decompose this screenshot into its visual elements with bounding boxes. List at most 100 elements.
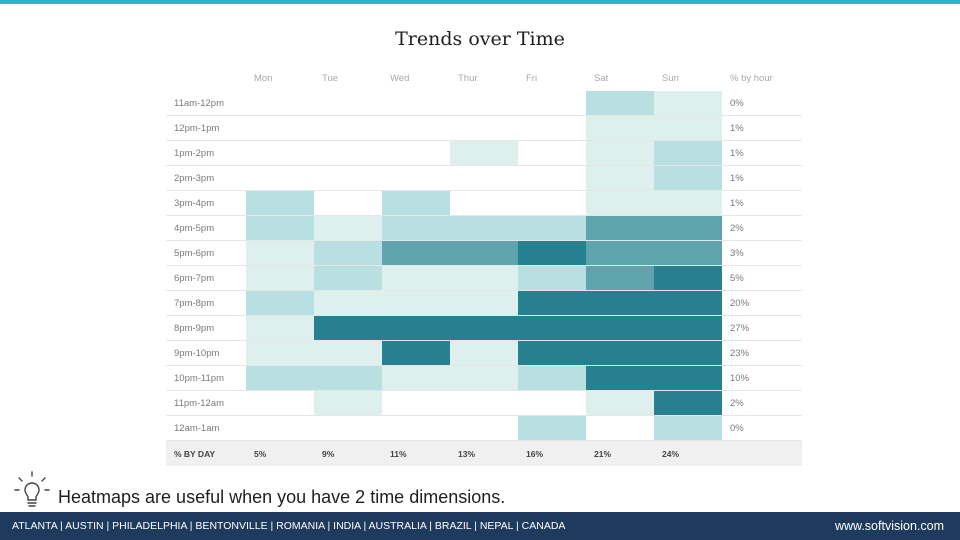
row-label: 2pm-3pm	[174, 172, 215, 184]
heatmap-cell-wed	[382, 216, 450, 240]
top-accent-stripe	[0, 0, 960, 4]
heatmap-cell-wed	[382, 366, 450, 390]
footer-blank-cell	[722, 441, 802, 466]
heatmap-cell-thur	[450, 166, 518, 190]
row-total: 0%	[730, 422, 744, 434]
heatmap-cell-sat	[586, 291, 654, 315]
heatmap-cell-tue	[314, 391, 382, 415]
day-total-fri: 16%	[526, 448, 544, 459]
heatmap-cell-thur	[450, 266, 518, 290]
heatmap-cell-sat	[586, 266, 654, 290]
heatmap-cell-tue	[314, 366, 382, 390]
row-total: 2%	[730, 222, 744, 234]
heatmap-cell-mon	[246, 341, 314, 365]
heatmap-row: 9pm-10pm 23%	[166, 341, 802, 366]
heatmap-cell-wed	[382, 316, 450, 340]
row-total: 3%	[730, 247, 744, 259]
row-label: 8pm-9pm	[174, 322, 215, 334]
heatmap-cell-tue	[314, 166, 382, 190]
footer-label: % BY DAY	[174, 448, 216, 459]
row-label: 9pm-10pm	[174, 347, 220, 359]
heatmap-cell-wed	[382, 341, 450, 365]
heatmap-cell-sat	[586, 366, 654, 390]
heatmap-cell-sat	[586, 166, 654, 190]
row-total: 2%	[730, 397, 744, 409]
heatmap-cell-fri	[518, 416, 586, 440]
heatmap-cell-sat	[586, 416, 654, 440]
heatmap-row: 1pm-2pm 1%	[166, 141, 802, 166]
row-label: 7pm-8pm	[174, 297, 215, 309]
heatmap-cell-mon	[246, 316, 314, 340]
day-total-thur: 13%	[458, 448, 476, 459]
heatmap-row: 3pm-4pm 1%	[166, 191, 802, 216]
heatmap-row: 8pm-9pm 27%	[166, 316, 802, 341]
heatmap-cell-fri	[518, 116, 586, 140]
column-header-fri: Fri	[526, 73, 538, 84]
heatmap-cell-thur	[450, 241, 518, 265]
heatmap-cell-sun	[654, 366, 722, 390]
day-total-tue: 9%	[322, 448, 335, 459]
heatmap-header-row: Mon Tue Wed Thur Fri Sat Sun % by hour	[166, 66, 802, 91]
heatmap-cell-mon	[246, 91, 314, 115]
heatmap-cell-sun	[654, 416, 722, 440]
heatmap-cell-wed	[382, 416, 450, 440]
heatmap-cell-mon	[246, 416, 314, 440]
heatmap-cell-sun	[654, 341, 722, 365]
slide-title: Trends over Time	[395, 28, 565, 50]
heatmap-cell-mon	[246, 266, 314, 290]
heatmap-cell-sat	[586, 391, 654, 415]
heatmap-cell-wed	[382, 116, 450, 140]
heatmap-cell-tue	[314, 91, 382, 115]
heatmap-cell-thur	[450, 391, 518, 415]
heatmap-cell-sun	[654, 266, 722, 290]
row-total: 27%	[730, 322, 750, 334]
row-label: 1pm-2pm	[174, 147, 215, 159]
heatmap-cell-tue	[314, 291, 382, 315]
heatmap-cell-sun	[654, 216, 722, 240]
heatmap-cell-sun	[654, 291, 722, 315]
heatmap-cell-sat	[586, 116, 654, 140]
heatmap-cell-fri	[518, 166, 586, 190]
heatmap-cell-sun	[654, 241, 722, 265]
heatmap-cell-sun	[654, 166, 722, 190]
heatmap-chart: Mon Tue Wed Thur Fri Sat Sun % by hour 11am-12p…	[166, 66, 802, 466]
heatmap-cell-sat	[586, 316, 654, 340]
heatmap-cell-tue	[314, 191, 382, 215]
footer-website[interactable]: www.softvision.com	[834, 519, 944, 533]
row-label: 3pm-4pm	[174, 197, 215, 209]
heatmap-cell-wed	[382, 166, 450, 190]
heatmap-cell-sun	[654, 191, 722, 215]
row-total: 0%	[730, 97, 744, 109]
heatmap-cell-tue	[314, 116, 382, 140]
heatmap-cell-fri	[518, 216, 586, 240]
tip-callout: Heatmaps are useful when you have 2 time…	[12, 470, 632, 510]
heatmap-cell-mon	[246, 141, 314, 165]
heatmap-cell-sun	[654, 91, 722, 115]
heatmap-cell-sun	[654, 141, 722, 165]
column-header-sun: Sun	[662, 73, 679, 84]
heatmap-cell-tue	[314, 341, 382, 365]
heatmap-cell-thur	[450, 416, 518, 440]
heatmap-cell-wed	[382, 141, 450, 165]
heatmap-cell-fri	[518, 391, 586, 415]
heatmap-cell-sun	[654, 316, 722, 340]
heatmap-row: 7pm-8pm 20%	[166, 291, 802, 316]
footer-city-list: ATLANTA | AUSTIN | PHILADELPHIA | BENTON…	[12, 520, 566, 532]
heatmap-cell-fri	[518, 291, 586, 315]
heatmap-cell-thur	[450, 316, 518, 340]
heatmap-cell-fri	[518, 91, 586, 115]
column-header-sat: Sat	[594, 73, 609, 84]
heatmap-row: 4pm-5pm 2%	[166, 216, 802, 241]
heatmap-cell-tue	[314, 141, 382, 165]
day-total-mon: 5%	[254, 448, 267, 459]
row-total: 1%	[730, 147, 744, 159]
column-header-by-hour: % by hour	[730, 73, 773, 84]
heatmap-cell-fri	[518, 316, 586, 340]
row-label: 5pm-6pm	[174, 247, 215, 259]
lightbulb-icon	[14, 471, 50, 507]
row-label: 11pm-12am	[174, 397, 224, 409]
column-header-tue: Tue	[322, 73, 339, 84]
footer-bar: ATLANTA | AUSTIN | PHILADELPHIA | BENTON…	[0, 512, 960, 540]
heatmap-cell-thur	[450, 216, 518, 240]
heatmap-cell-wed	[382, 241, 450, 265]
